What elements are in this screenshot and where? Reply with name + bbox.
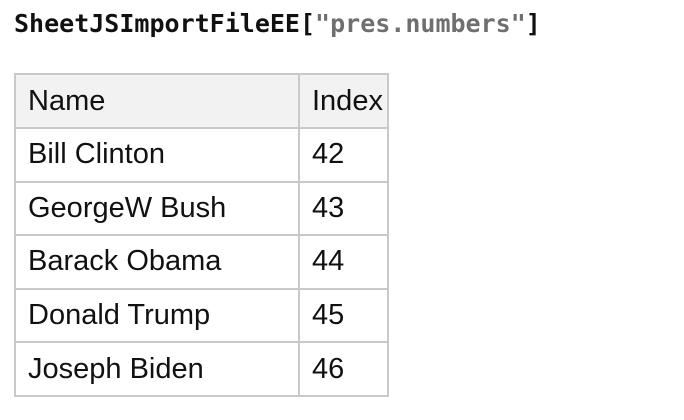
cell-name: GeorgeW Bush (14, 180, 300, 237)
cell-index: 42 (298, 127, 389, 183)
cell-name: Donald Trump (14, 287, 300, 344)
table-row: Donald Trump 45 (14, 287, 389, 344)
table-header-row: Name Index (14, 73, 389, 129)
cell-name: Bill Clinton (14, 127, 300, 183)
table-row: Barack Obama 44 (14, 234, 389, 290)
cell-index: 46 (298, 341, 389, 397)
column-header-index: Index (298, 73, 389, 129)
title-close-bracket: ] (525, 9, 541, 38)
title-open-bracket: [ (299, 9, 316, 38)
cell-index: 44 (298, 234, 389, 290)
table-row: Bill Clinton 42 (14, 127, 389, 183)
table-row: Joseph Biden 46 (14, 341, 389, 397)
title-filename-string: "pres.numbers" (315, 9, 526, 38)
page-title: SheetJSImportFileEE["pres.numbers"] (14, 5, 541, 43)
cell-name: Barack Obama (14, 234, 300, 290)
cell-index: 45 (298, 287, 389, 344)
title-variable-name: SheetJSImportFileEE (14, 9, 300, 38)
cell-index: 43 (298, 180, 389, 237)
column-header-name: Name (14, 73, 300, 129)
table-row: GeorgeW Bush 43 (14, 180, 389, 237)
cell-name: Joseph Biden (14, 341, 300, 397)
presidents-table: Name Index Bill Clinton 42 GeorgeW Bush … (14, 73, 389, 397)
